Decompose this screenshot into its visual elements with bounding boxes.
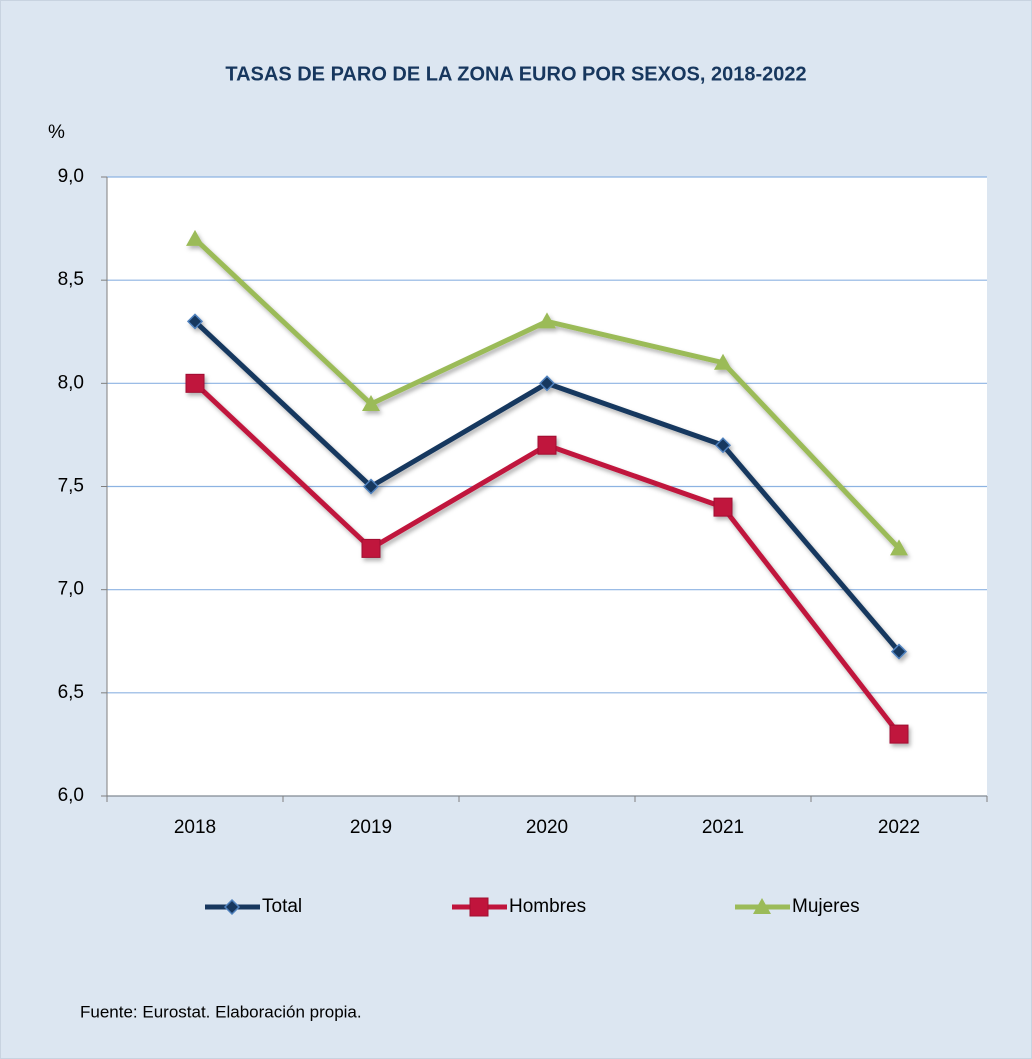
marker — [362, 394, 380, 411]
legend-label: Total — [262, 896, 302, 917]
legend-label: Hombres — [509, 896, 586, 917]
marker — [362, 478, 380, 495]
marker — [890, 539, 908, 556]
marker — [753, 898, 771, 914]
x-tick-label: 2021 — [702, 817, 744, 838]
marker — [538, 375, 556, 392]
marker — [889, 724, 909, 744]
y-tick-label: 9,0 — [58, 166, 84, 187]
y-tick-label: 7,0 — [58, 579, 84, 600]
marker — [714, 353, 732, 370]
marker — [469, 897, 489, 917]
marker — [538, 312, 556, 329]
y-axis-label: % — [48, 122, 65, 143]
marker — [714, 437, 732, 454]
marker — [186, 229, 204, 246]
marker — [537, 435, 557, 455]
x-tick-label: 2018 — [174, 817, 216, 838]
y-tick-label: 6,5 — [58, 682, 84, 703]
legend-label: Mujeres — [792, 896, 860, 917]
marker — [223, 898, 241, 916]
y-tick-label: 8,5 — [58, 269, 84, 290]
series — [185, 373, 909, 744]
x-tick-label: 2022 — [878, 817, 920, 838]
y-tick-label: 8,0 — [58, 372, 84, 393]
x-tick-label: 2020 — [526, 817, 568, 838]
source: Fuente: Eurostat. Elaboración propia. — [80, 1002, 362, 1021]
x-tick-label: 2019 — [350, 817, 392, 838]
series — [186, 313, 908, 660]
marker — [890, 643, 908, 660]
y-tick-label: 6,0 — [58, 785, 84, 806]
chart-title: TASAS DE PARO DE LA ZONA EURO POR SEXOS,… — [225, 63, 806, 85]
marker — [361, 538, 381, 558]
series — [186, 229, 908, 556]
marker — [713, 497, 733, 517]
marker — [186, 313, 204, 330]
y-tick-label: 7,5 — [58, 476, 84, 497]
marker — [185, 373, 205, 393]
